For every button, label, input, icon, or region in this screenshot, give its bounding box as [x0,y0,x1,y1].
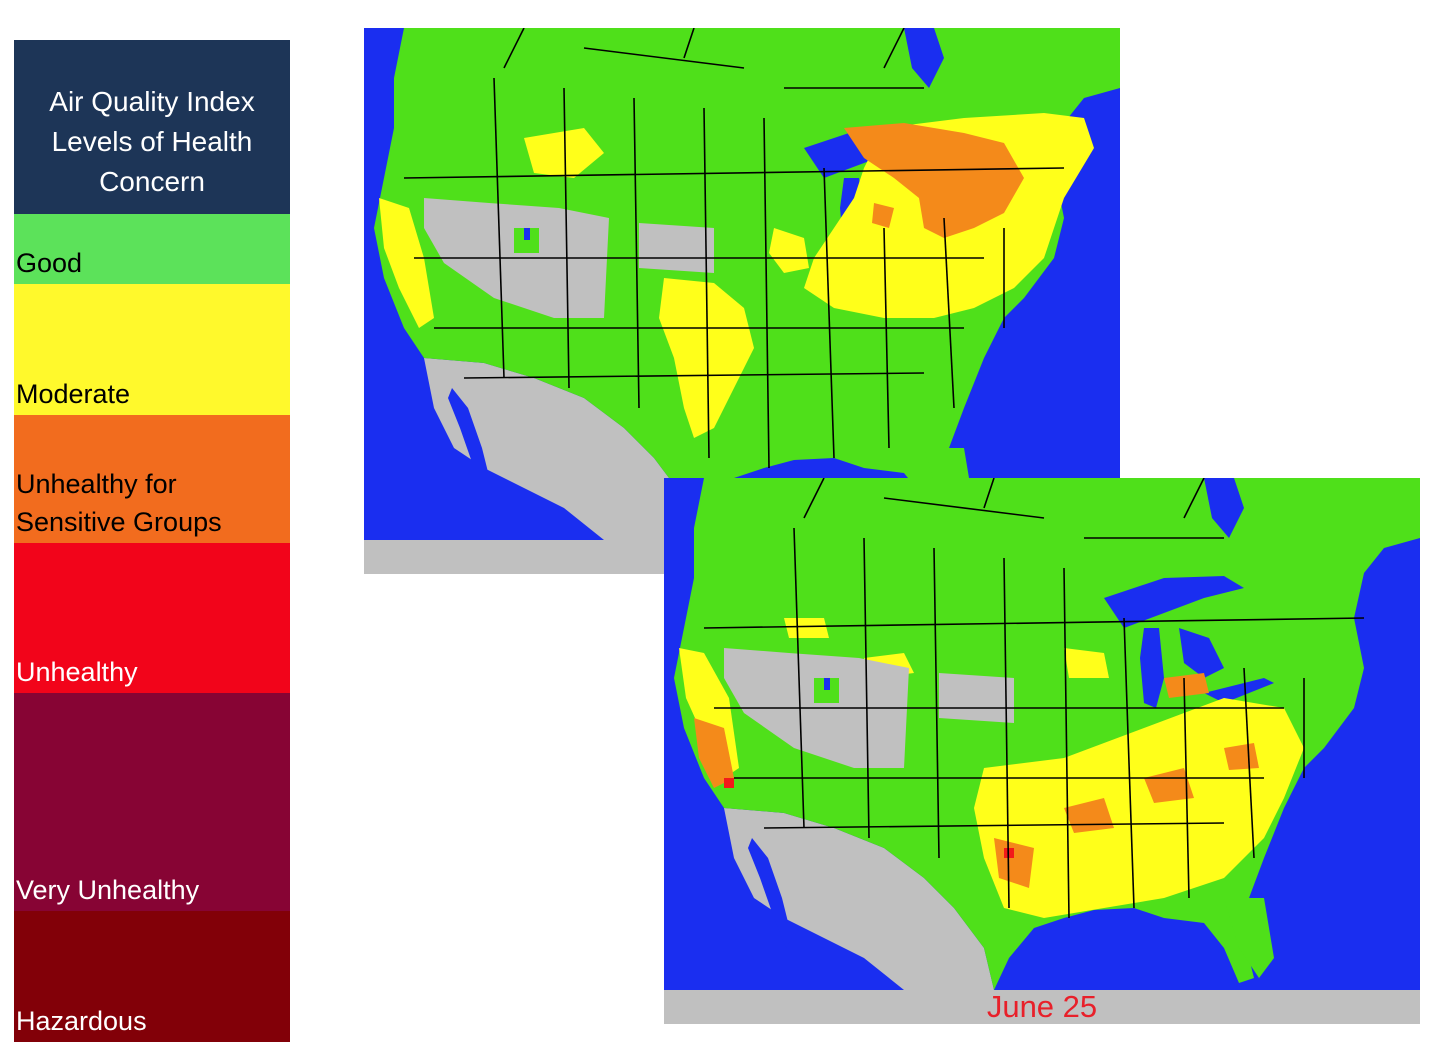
moderate-region [379,198,434,328]
unhealthy-spot [724,778,734,788]
legend-label-usg: Unhealthy for Sensitive Groups [16,469,222,537]
lake-erie [1204,678,1274,703]
utah-lake-green [514,228,539,253]
great-salt-lake [824,678,830,690]
aqi-legend: Air Quality Index Levels of Health Conce… [14,40,290,1042]
legend-level-usg: Unhealthy for Sensitive Groups [14,415,290,543]
state-borders [403,28,1065,469]
lake-michigan [1140,628,1164,708]
legend-label-good: Good [16,248,83,278]
aqi-map-june-25 [664,478,1420,1024]
hudson-bay-inlet [1204,478,1244,538]
map-footer-strip [664,990,1420,1024]
legend-level-moderate: Moderate [14,284,290,415]
hudson-bay-inlet [904,28,944,88]
legend-title-line-2: Levels of Health [51,126,253,157]
usg-region [1224,743,1259,770]
legend-header: Air Quality Index Levels of Health Conce… [14,40,290,214]
no-data-states [939,673,1014,723]
mexico-land [724,808,994,990]
legend-level-hazardous: Hazardous [14,911,290,1042]
usg-region [872,203,894,228]
no-data-states [639,223,714,273]
moderate-region [524,128,604,178]
map-date-label: June 25 [986,989,1098,1024]
legend-label-unhealthy: Unhealthy [16,657,138,687]
lake-superior [1104,576,1244,628]
usg-region [1164,673,1209,698]
moderate-region [659,278,754,438]
legend-level-very-unhealthy: Very Unhealthy [14,693,290,911]
state-borders [703,478,1365,919]
moderate-region [784,618,829,638]
moderate-region [1064,648,1109,678]
florida [1224,898,1274,978]
baja-water-channel [448,388,492,498]
legend-label-very-unhealthy: Very Unhealthy [16,875,200,905]
utah-lake-green [814,678,839,703]
legend-label-moderate: Moderate [16,379,131,409]
moderate-region [769,228,809,273]
baja-water-channel [748,838,792,948]
mexico-land [424,358,694,540]
legend-level-unhealthy: Unhealthy [14,543,290,693]
usg-region [1144,768,1194,803]
legend-title-line-3: Concern [99,166,205,197]
usg-region [694,718,734,788]
legend-level-good: Good [14,214,290,284]
lake-huron [1179,628,1224,678]
usg-region [844,123,1024,238]
legend-label-hazardous: Hazardous [16,1006,147,1036]
legend-title-line-1: Air Quality Index [49,86,255,117]
moderate-region [974,698,1304,918]
map-june-25: June 25 [664,478,1420,1024]
legend-title: Air Quality Index Levels of Health Conce… [27,82,277,202]
great-salt-lake [524,228,530,240]
